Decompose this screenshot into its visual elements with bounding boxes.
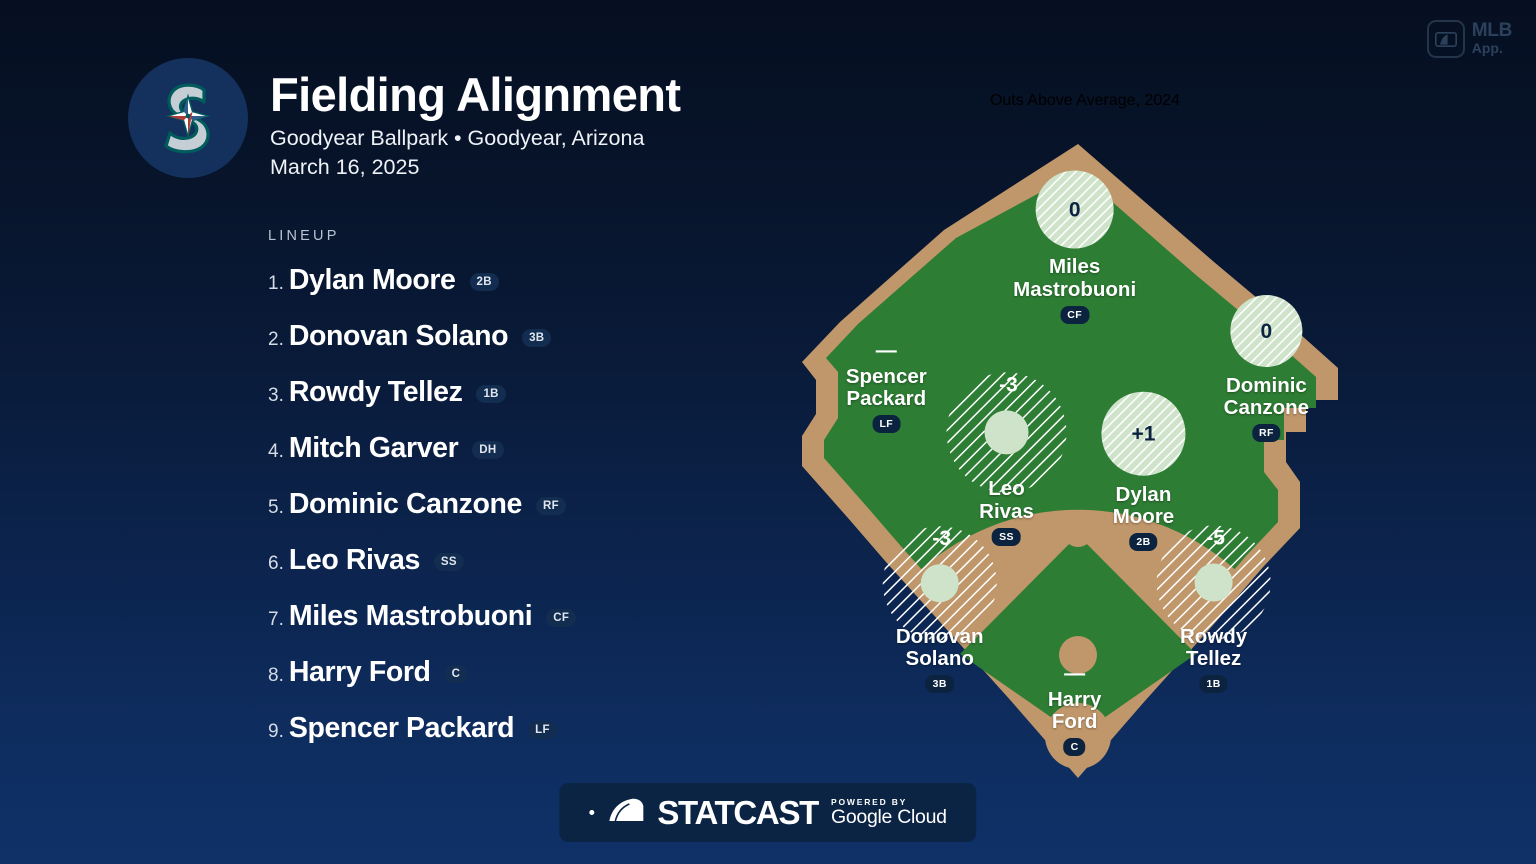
lineup-row[interactable]: 1. Dylan Moore 2B <box>268 264 708 320</box>
lineup-player-name: Dylan Moore <box>288 264 456 296</box>
fielder-oaa-value: 0 <box>1069 198 1081 221</box>
fielder-marker-layer: 0 0 -3 +1 -3 -5 <box>882 170 1303 641</box>
statcast-ball-icon <box>607 797 644 829</box>
lineup-list: 1. Dylan Moore 2B 2. Donovan Solano 3B 3. Rowdy… <box>268 264 708 768</box>
lineup-position-badge: 2B <box>469 273 499 291</box>
fielder-oaa-marker <box>1035 170 1114 249</box>
fielder-oaa-value: -3 <box>999 373 1018 396</box>
mlb-app-line2: App. <box>1471 39 1503 56</box>
lineup-row[interactable]: 6. Leo Rivas SS <box>268 544 708 600</box>
fielder-oaa-marker <box>1230 295 1303 367</box>
statcast-footer: STATCAST POWERED BY Google Cloud <box>559 783 977 842</box>
seattle-mariners-logo-icon <box>128 58 248 178</box>
lineup-order-number: 3. <box>268 385 284 406</box>
google-cloud-label: Google Cloud <box>831 806 947 828</box>
page-title: Fielding Alignment <box>270 68 681 121</box>
fielder-oaa-marker <box>1101 391 1186 476</box>
lineup-row[interactable]: 4. Mitch Garver DH <box>268 432 708 488</box>
lineup-position-badge: LF <box>528 721 557 739</box>
lineup-player-name: Harry Ford <box>288 656 431 688</box>
lineup-player-name: Rowdy Tellez <box>288 376 463 408</box>
fielder-oaa-deficit-ring <box>946 372 1067 493</box>
field-title-wrap: Outs Above Average, 2024 <box>740 92 1430 110</box>
fielder-oaa-value: -3 <box>932 527 951 550</box>
lineup-order-number: 7. <box>268 609 284 630</box>
statcast-dot-icon <box>589 810 595 815</box>
lineup-player-name: Spencer Packard <box>288 712 515 744</box>
lineup-position-badge: CF <box>546 609 577 627</box>
lineup-order-number: 9. <box>268 721 284 742</box>
google-cloud-lockup: POWERED BY Google Cloud <box>831 796 947 828</box>
mlb-app-line1: MLB <box>1471 20 1513 42</box>
infield-grass-diamond <box>960 535 1196 736</box>
lineup-row[interactable]: 3. Rowdy Tellez 1B <box>268 376 708 432</box>
lineup-player-name: Miles Mastrobuoni <box>288 600 533 632</box>
lineup-row[interactable]: 7. Miles Mastrobuoni CF <box>268 600 708 656</box>
lineup-panel: LINEUP 1. Dylan Moore 2B 2. Donovan Solano 3B… <box>268 228 708 768</box>
fielder-oaa-deficit-ring <box>1156 525 1271 640</box>
second-base-cutout <box>1063 517 1093 547</box>
header-text: Fielding Alignment Goodyear Ballpark • G… <box>270 58 681 182</box>
fielder-oaa-marker <box>1194 563 1233 602</box>
pitchers-mound <box>1059 636 1097 674</box>
lineup-order-number: 6. <box>268 553 284 574</box>
mlb-app-wordmark: MLB App. <box>1471 20 1513 56</box>
lineup-player-name: Donovan Solano <box>288 320 509 352</box>
lineup-position-badge: 1B <box>476 385 506 403</box>
lineup-order-number: 2. <box>268 329 284 350</box>
lineup-row[interactable]: 9. Spencer Packard LF <box>268 712 708 768</box>
lineup-order-number: 1. <box>268 273 284 294</box>
field-chart-title: Outs Above Average, 2024 <box>989 92 1181 109</box>
date-line: March 16, 2025 <box>270 154 420 179</box>
baseball-field-diagram: 0 0 -3 +1 -3 -5 <box>744 136 1412 786</box>
mlb-logo-icon <box>1426 20 1465 58</box>
lineup-position-badge: C <box>444 665 468 683</box>
statcast-wordmark: STATCAST <box>657 794 819 831</box>
lineup-row[interactable]: 5. Dominic Canzone RF <box>268 488 708 544</box>
fielder-oaa-deficit-ring <box>882 526 997 641</box>
lineup-player-name: Dominic Canzone <box>288 488 523 520</box>
home-plate-circle <box>1045 703 1111 769</box>
lineup-position-badge: SS <box>433 553 464 571</box>
lineup-order-number: 8. <box>268 665 284 686</box>
fielder-oaa-marker <box>920 564 959 603</box>
lineup-position-badge: 3B <box>522 329 552 347</box>
fielder-oaa-value: +1 <box>1131 423 1155 446</box>
lineup-row[interactable]: 8. Harry Ford C <box>268 656 708 712</box>
header: Fielding Alignment Goodyear Ballpark • G… <box>128 58 681 182</box>
fielder-oaa-value: 0 <box>1261 320 1273 343</box>
fielder-oaa-value: -5 <box>1206 527 1225 550</box>
lineup-position-badge: DH <box>472 441 504 459</box>
mlb-app-logo: MLB App. <box>1426 20 1513 58</box>
lineup-order-number: 4. <box>268 441 284 462</box>
lineup-position-badge: RF <box>535 497 566 515</box>
lineup-player-name: Mitch Garver <box>288 432 459 464</box>
lineup-heading: LINEUP <box>268 228 340 244</box>
venue-line: Goodyear Ballpark • Goodyear, Arizona <box>270 126 645 151</box>
powered-by-label: POWERED BY <box>831 796 908 807</box>
lineup-row[interactable]: 2. Donovan Solano 3B <box>268 320 708 376</box>
lineup-order-number: 5. <box>268 497 284 518</box>
fielder-oaa-marker <box>984 410 1029 455</box>
lineup-player-name: Leo Rivas <box>288 544 420 576</box>
